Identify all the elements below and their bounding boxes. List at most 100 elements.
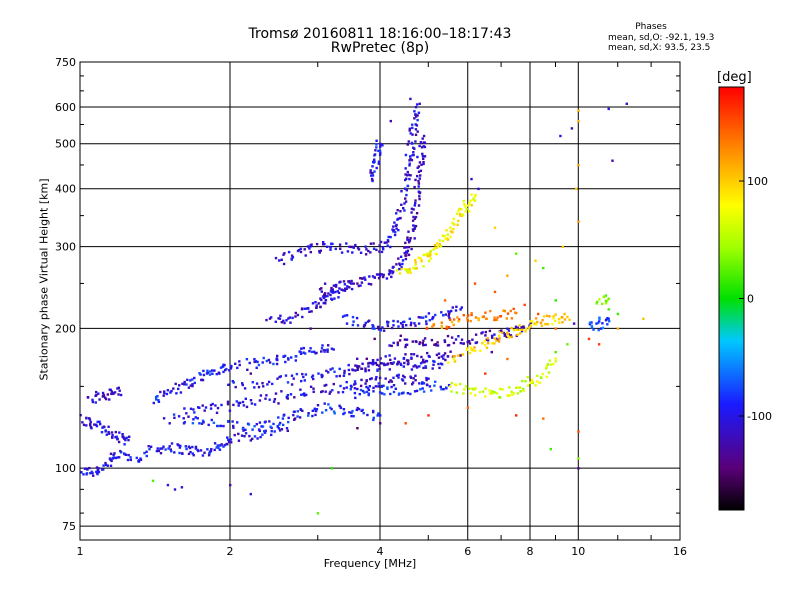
data-point <box>93 423 96 426</box>
data-point <box>363 391 366 394</box>
data-point <box>204 406 208 409</box>
data-point <box>194 445 198 449</box>
data-point <box>366 387 370 390</box>
data-point <box>301 307 304 310</box>
data-point <box>290 356 293 359</box>
data-point <box>403 202 406 205</box>
data-point <box>486 339 490 342</box>
data-point <box>411 228 415 231</box>
data-point <box>545 367 548 370</box>
data-point <box>169 391 172 394</box>
data-point <box>540 376 543 379</box>
data-point <box>210 418 213 422</box>
data-point <box>302 375 305 379</box>
data-point <box>97 470 101 474</box>
data-point <box>508 336 511 339</box>
data-point <box>394 230 397 234</box>
data-point <box>159 390 162 394</box>
data-point <box>399 210 402 213</box>
data-point <box>127 453 130 457</box>
data-point <box>425 327 429 330</box>
data-point <box>303 379 306 382</box>
data-point <box>330 297 333 300</box>
data-point <box>81 421 84 424</box>
data-point <box>372 410 375 414</box>
data-point <box>343 369 346 373</box>
data-point <box>373 170 376 173</box>
data-points <box>79 97 645 515</box>
data-point <box>383 393 386 396</box>
data-point <box>345 380 348 384</box>
data-point <box>183 407 186 410</box>
data-point <box>408 177 411 181</box>
data-point <box>389 392 392 396</box>
data-point <box>501 331 504 334</box>
data-point <box>483 339 486 343</box>
data-point <box>531 380 534 384</box>
data-point <box>515 414 518 417</box>
data-point <box>306 245 310 248</box>
data-point <box>213 448 216 452</box>
data-point <box>452 323 455 327</box>
data-point <box>360 378 363 382</box>
data-point <box>125 436 128 439</box>
data-point <box>428 319 431 322</box>
data-point <box>88 418 92 421</box>
data-point <box>438 366 441 370</box>
data-point <box>309 327 312 330</box>
data-point <box>95 390 98 394</box>
data-point <box>96 468 100 471</box>
data-point <box>253 358 256 361</box>
data-point <box>421 316 425 319</box>
data-point <box>94 401 97 404</box>
data-point <box>295 372 299 376</box>
data-point <box>352 415 355 418</box>
data-point <box>236 421 239 424</box>
data-point <box>360 409 363 412</box>
data-point <box>340 251 344 254</box>
chart-subtitle: RwPretec (8p) <box>330 40 430 56</box>
data-point <box>386 322 389 325</box>
data-point <box>297 249 301 252</box>
data-point <box>373 160 376 163</box>
data-point <box>240 434 244 437</box>
data-point <box>181 452 184 455</box>
data-point <box>263 421 267 424</box>
data-point <box>404 173 407 176</box>
data-point <box>248 361 251 365</box>
data-point <box>293 417 297 420</box>
data-point <box>419 174 422 177</box>
data-point <box>392 341 395 345</box>
data-point <box>197 406 200 409</box>
data-point <box>126 458 130 462</box>
data-point <box>357 407 361 411</box>
data-point <box>112 456 116 459</box>
data-point <box>446 355 450 358</box>
data-point <box>413 185 416 189</box>
data-point <box>411 133 414 136</box>
data-point <box>601 322 604 325</box>
data-point <box>178 384 181 387</box>
data-point <box>542 417 545 420</box>
data-point <box>392 319 395 323</box>
data-point <box>390 385 393 389</box>
data-point <box>330 407 333 411</box>
data-point <box>414 259 417 262</box>
x-tick-label: 4 <box>377 545 384 558</box>
data-point <box>566 315 569 319</box>
data-point <box>379 414 382 417</box>
data-point <box>197 449 200 453</box>
data-point <box>207 454 211 457</box>
data-point <box>450 336 454 339</box>
data-point <box>264 429 267 432</box>
data-point <box>425 320 428 323</box>
data-point <box>403 246 406 249</box>
data-point <box>350 287 354 291</box>
data-point <box>430 338 434 342</box>
data-point <box>403 376 406 379</box>
data-point <box>174 382 177 386</box>
y-tick-label: 75 <box>62 520 76 533</box>
data-point <box>407 140 410 143</box>
data-point <box>387 273 391 276</box>
data-point <box>415 389 419 393</box>
